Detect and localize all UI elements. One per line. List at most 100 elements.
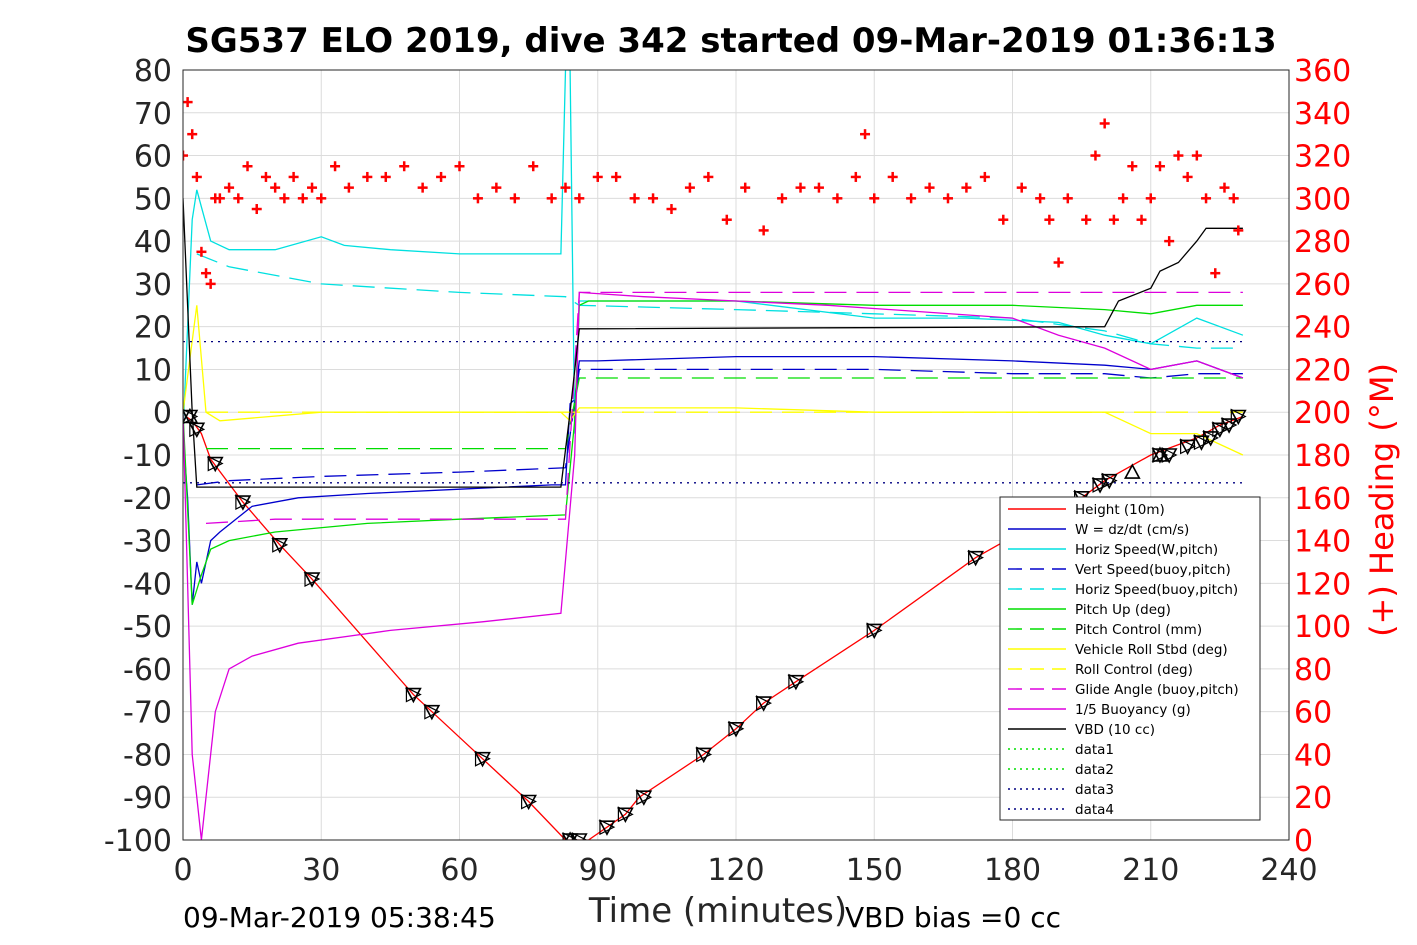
down-triangle-marker [1202, 431, 1219, 447]
y-tick-label: 50 [134, 182, 172, 217]
y-tick-label: 40 [134, 225, 172, 260]
right-triangle-marker [562, 832, 579, 840]
heading-point [399, 161, 410, 172]
heading-point [979, 171, 990, 182]
down-triangle-marker [695, 747, 713, 764]
heading-point [528, 161, 539, 172]
x-tick-label: 210 [1122, 853, 1179, 888]
y-right-tick-label: 240 [1294, 311, 1351, 346]
heading-point [472, 193, 483, 204]
right-triangle-marker [1221, 417, 1238, 434]
series-line-9 [205, 291, 1243, 525]
y-right-tick-label: 280 [1294, 225, 1351, 260]
down-triangle-marker [1179, 439, 1196, 456]
heading-point [1099, 118, 1110, 129]
right-triangle-marker [235, 494, 252, 511]
heading-point [1016, 182, 1027, 193]
y-tick-label: -10 [123, 439, 172, 474]
right-triangle-marker [788, 673, 805, 690]
right-triangle-marker [1193, 434, 1210, 451]
legend-entry: 1/5 Buoyancy (g) [1008, 702, 1191, 718]
heading-point [1044, 214, 1055, 225]
heading-point [260, 171, 271, 182]
legend: Height (10m) W = dz/dt (cm/s) Horiz Speed(… [999, 496, 1261, 821]
heading-point [832, 193, 843, 204]
heading-point [242, 161, 253, 172]
heading-point [191, 171, 202, 182]
up-triangle-marker [183, 407, 199, 424]
down-triangle-marker [1160, 448, 1178, 464]
heading-point [574, 193, 585, 204]
x-tick-label: 180 [984, 853, 1041, 888]
series-line-4 [196, 253, 1243, 349]
heading-point [288, 171, 299, 182]
heading-point [887, 171, 898, 182]
y-tick-label: -90 [123, 781, 172, 816]
heading-point [813, 182, 824, 193]
down-triangle-marker [303, 572, 321, 588]
heading-point [509, 193, 520, 204]
y-tick-label: 0 [153, 396, 172, 431]
y-tick-label: 10 [134, 353, 172, 388]
y-tick-label: -20 [123, 482, 172, 517]
right-triangle-marker [1212, 421, 1229, 438]
right-triangle-marker [599, 819, 616, 836]
legend-label: Vehicle Roll Stbd (deg) [1075, 642, 1228, 658]
legend-label: Vert Speed(buoy,pitch) [1075, 562, 1231, 578]
down-triangle-marker [1193, 435, 1210, 451]
x-tick-label: 60 [440, 853, 478, 888]
y-right-tick-label: 140 [1294, 525, 1351, 560]
y-right-tick-label: 40 [1294, 738, 1332, 773]
y-tick-label: -30 [123, 525, 172, 560]
heading-point [560, 182, 571, 193]
heading-point [1228, 193, 1239, 204]
heading-point [998, 214, 1009, 225]
down-triangle-marker [727, 721, 745, 738]
legend-box [999, 496, 1261, 821]
heading-point [1127, 161, 1138, 172]
heading-point [330, 161, 341, 172]
heading-point [183, 150, 188, 161]
heading-point [279, 193, 290, 204]
legend-entry: Horiz Speed(buoy,pitch) [1008, 582, 1238, 598]
right-triangle-marker [696, 746, 713, 763]
heading-point [417, 182, 428, 193]
heading-point [201, 268, 212, 279]
down-triangle-marker [967, 550, 984, 567]
legend-label: Pitch Control (mm) [1075, 622, 1202, 638]
heading-point [961, 182, 972, 193]
legend-label: data4 [1075, 802, 1114, 818]
y-right-tick-label: 0 [1294, 824, 1313, 859]
legend-label: Height (10m) [1075, 502, 1165, 518]
footer-vbd-bias: VBD bias =0 cc [845, 901, 1061, 934]
right-triangle-marker [1161, 447, 1178, 463]
heading-point [316, 193, 327, 204]
heading-point [1145, 193, 1156, 204]
down-triangle-marker [1211, 422, 1229, 439]
y-right-tick-label: 20 [1294, 781, 1332, 816]
y-right-tick-label: 340 [1294, 97, 1351, 132]
y-right-tick-label: 220 [1294, 353, 1351, 388]
legend-entry: VBD (10 cc) [1008, 722, 1155, 738]
heading-point [629, 193, 640, 204]
down-triangle-marker [635, 790, 653, 806]
heading-point [362, 171, 373, 182]
y-right-tick-label: 80 [1294, 653, 1332, 688]
heading-point [1108, 214, 1119, 225]
heading-point [233, 193, 244, 204]
heading-point [1035, 193, 1046, 204]
heading-point [214, 193, 225, 204]
legend-entry: Pitch Control (mm) [1008, 622, 1202, 638]
heading-point [1081, 214, 1092, 225]
x-tick-label: 30 [302, 853, 340, 888]
legend-entry: Vert Speed(buoy,pitch) [1008, 562, 1231, 578]
down-triangle-marker [1100, 473, 1118, 490]
right-triangle-marker [1180, 438, 1196, 455]
up-triangle-marker [1151, 446, 1169, 462]
heading-point [1136, 214, 1147, 225]
right-triangle-marker [424, 703, 441, 720]
y-right-tick-label: 200 [1294, 396, 1351, 431]
heading-point [869, 193, 880, 204]
right-triangle-marker [207, 455, 224, 472]
right-triangle-marker [1101, 472, 1118, 489]
